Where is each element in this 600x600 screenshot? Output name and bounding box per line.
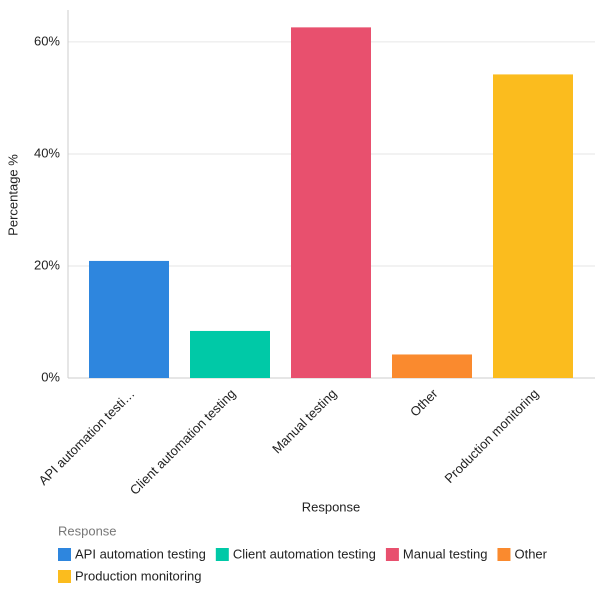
x-tick-label: Other (407, 385, 441, 419)
bar (291, 27, 371, 379)
legend-label: Other (514, 546, 547, 561)
y-axis-title: Percentage % (5, 154, 20, 236)
legend-label: Production monitoring (75, 568, 201, 583)
legend-swatch (215, 548, 229, 561)
bar (190, 330, 270, 378)
legend-label: Manual testing (403, 546, 488, 561)
x-tick-label: API automation testi… (35, 386, 137, 488)
y-tick-label: 40% (34, 145, 60, 160)
x-tick-label: Production monitoring (442, 386, 542, 486)
legend-label: Client automation testing (233, 546, 376, 561)
legend-title: Response (58, 523, 117, 538)
legend-swatch (58, 548, 71, 561)
y-tick-label: 20% (34, 257, 60, 272)
legend-swatch (58, 570, 71, 583)
bar (392, 354, 472, 378)
bar (493, 74, 573, 378)
bar (89, 260, 169, 378)
legend-swatch (385, 548, 399, 561)
x-tick-label: Manual testing (269, 386, 339, 456)
legend-label: API automation testing (75, 546, 206, 561)
x-axis-title: Response (302, 499, 361, 514)
y-tick-label: 0% (41, 369, 60, 384)
x-tick-label: Client automation testing (127, 386, 239, 498)
y-tick-label: 60% (34, 33, 60, 48)
legend-swatch (497, 548, 511, 561)
